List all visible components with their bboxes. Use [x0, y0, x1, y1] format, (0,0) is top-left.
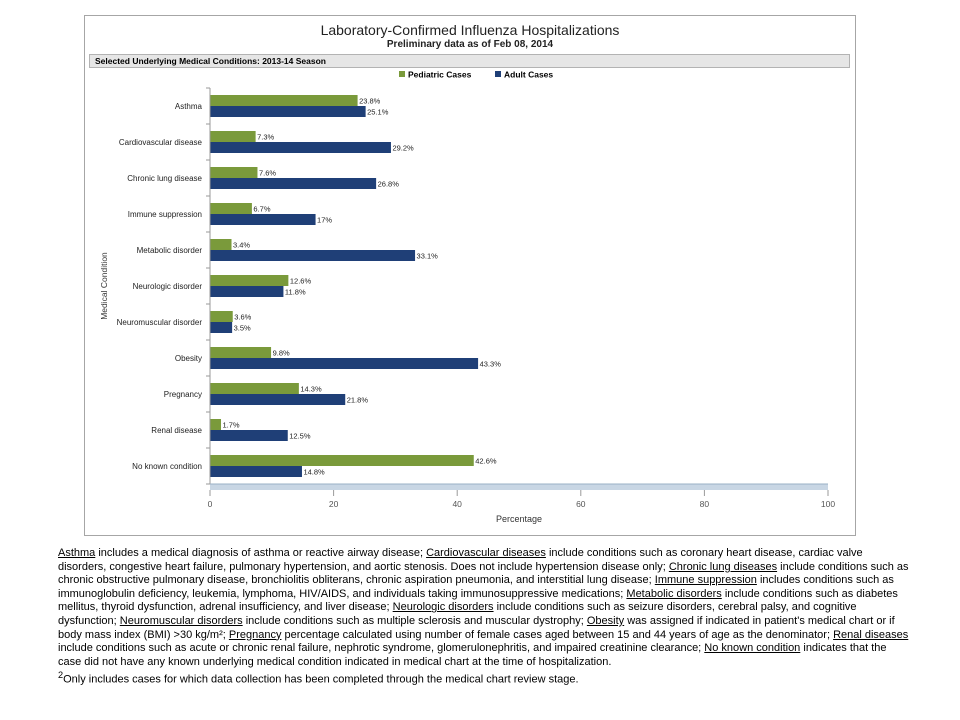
legend-swatch-1 [399, 71, 405, 77]
data-label-adult: 17% [317, 216, 332, 225]
data-label-pediatric: 42.6% [475, 457, 497, 466]
chart-title: Laboratory-Confirmed Influenza Hospitali… [320, 22, 620, 38]
data-label-adult: 21.8% [347, 396, 369, 405]
bar-pediatric [210, 383, 299, 394]
def-asthma: includes a medical diagnosis of asthma o… [95, 547, 427, 559]
chart-subtitle: Preliminary data as of Feb 08, 2014 [386, 39, 554, 50]
y-tick-label: Pregnancy [164, 390, 202, 399]
bar-adult [210, 322, 233, 333]
x-tick-label: 0 [208, 499, 213, 509]
data-label-pediatric: 7.3% [257, 133, 274, 142]
bar-adult [210, 394, 346, 405]
bar-adult [210, 250, 416, 261]
bar-pediatric [210, 167, 258, 178]
bar-adult [210, 214, 316, 225]
footnotes: Asthma includes a medical diagnosis of a… [58, 547, 910, 688]
bar-pediatric [210, 239, 232, 250]
bar-pediatric [210, 131, 256, 142]
term-obesity: Obesity [586, 614, 625, 627]
bar-adult [210, 358, 479, 369]
bar-pediatric [210, 95, 358, 106]
data-label-pediatric: 9.8% [273, 349, 290, 358]
y-tick-label: Neuromuscular disorder [117, 318, 203, 327]
data-label-adult: 29.2% [392, 144, 414, 153]
note-text: Only includes cases for which data colle… [63, 674, 579, 686]
data-label-adult: 11.8% [285, 288, 306, 297]
y-tick-label: Asthma [175, 102, 203, 111]
data-label-adult: 14.8% [303, 468, 325, 477]
data-label-pediatric: 23.8% [359, 97, 381, 106]
def-no-known: indicates that the case did not have any… [58, 642, 887, 668]
def-immune: includes conditions such as immunoglobul… [58, 574, 894, 600]
def-renal: include conditions such as acute or chro… [58, 642, 705, 655]
term-neuromuscular: Neuromuscular disorders [119, 614, 243, 627]
legend-swatch-2 [495, 71, 501, 77]
data-label-pediatric: 12.6% [290, 277, 312, 286]
data-label-pediatric: 6.7% [253, 205, 270, 214]
bar-pediatric [210, 455, 474, 466]
data-label-pediatric: 14.3% [300, 385, 322, 394]
panel-header: Selected Underlying Medical Conditions: … [89, 54, 850, 68]
term-cardiovascular: Cardiovascular diseases [426, 547, 546, 559]
note-marker: 2 [58, 670, 64, 681]
bar-pediatric [210, 419, 222, 430]
def-chronic-lung: include conditions such as chronic obstr… [58, 560, 909, 587]
bar-adult [210, 142, 391, 153]
bar-adult [210, 430, 288, 441]
data-label-adult: 12.5% [289, 432, 311, 441]
data-label-adult: 25.1% [367, 108, 389, 117]
term-asthma: Asthma [58, 547, 96, 559]
y-tick-label: No known condition [132, 462, 202, 471]
y-tick-label: Obesity [175, 354, 202, 363]
y-tick-label: Renal disease [151, 426, 202, 435]
term-neurologic: Neurologic disorders [392, 601, 494, 614]
data-label-adult: 3.5% [234, 324, 251, 333]
y-tick-label: Cardiovascular disease [119, 138, 203, 147]
term-chronic-lung: Chronic lung diseases [668, 560, 778, 573]
bar-pediatric [210, 203, 252, 214]
data-label-pediatric: 7.6% [259, 169, 276, 178]
bar-pediatric [210, 347, 272, 358]
x-axis-label: Percentage [496, 514, 542, 524]
x-axis-band [210, 484, 828, 490]
y-tick-label: Neurologic disorder [133, 282, 203, 291]
x-tick-label: 100 [821, 499, 835, 509]
y-tick-label: Metabolic disorder [137, 246, 203, 255]
data-label-pediatric: 1.7% [223, 421, 240, 430]
data-label-pediatric: 3.6% [234, 313, 251, 322]
data-label-adult: 33.1% [417, 252, 439, 261]
def-obesity: was assigned if indicated in patient's m… [58, 614, 895, 641]
bar-adult [210, 286, 284, 297]
bar-pediatric [210, 311, 233, 322]
term-no-known: No known condition [704, 642, 801, 655]
def-cardiovascular: include conditions such as coronary hear… [58, 547, 863, 573]
x-tick-label: 20 [329, 499, 339, 509]
x-tick-label: 40 [452, 499, 462, 509]
def-neurologic: include conditions such as seizure disor… [58, 601, 857, 627]
def-metabolic: include conditions such as diabetes mell… [58, 587, 898, 614]
term-immune: Immune suppression [654, 574, 757, 587]
term-metabolic: Metabolic disorders [626, 587, 722, 600]
data-label-adult: 26.8% [378, 180, 400, 189]
y-tick-label: Chronic lung disease [127, 174, 202, 183]
x-tick-label: 60 [576, 499, 586, 509]
term-renal: Renal diseases [833, 628, 909, 641]
chart-frame: Laboratory-Confirmed Influenza Hospitali… [84, 15, 856, 536]
bar-adult [210, 466, 302, 477]
def-neuromuscular: include conditions such as multiple scle… [242, 614, 587, 627]
bar-adult [210, 178, 377, 189]
bar-chart: Pediatric Cases Adult Cases Asthma 23.8% 25.… [99, 70, 835, 525]
legend-label-1: Pediatric Cases [408, 70, 472, 80]
data-label-adult: 43.3% [480, 360, 502, 369]
legend-label-2: Adult Cases [504, 70, 553, 80]
y-axis-label: Medical Condition [99, 252, 109, 320]
def-pregnancy: percentage calculated using number of fe… [281, 628, 834, 641]
x-tick-label: 80 [700, 499, 710, 509]
bar-pediatric [210, 275, 289, 286]
y-tick-label: Immune suppression [128, 210, 202, 219]
bar-adult [210, 106, 366, 117]
data-label-pediatric: 3.4% [233, 241, 250, 250]
term-pregnancy: Pregnancy [228, 628, 282, 641]
